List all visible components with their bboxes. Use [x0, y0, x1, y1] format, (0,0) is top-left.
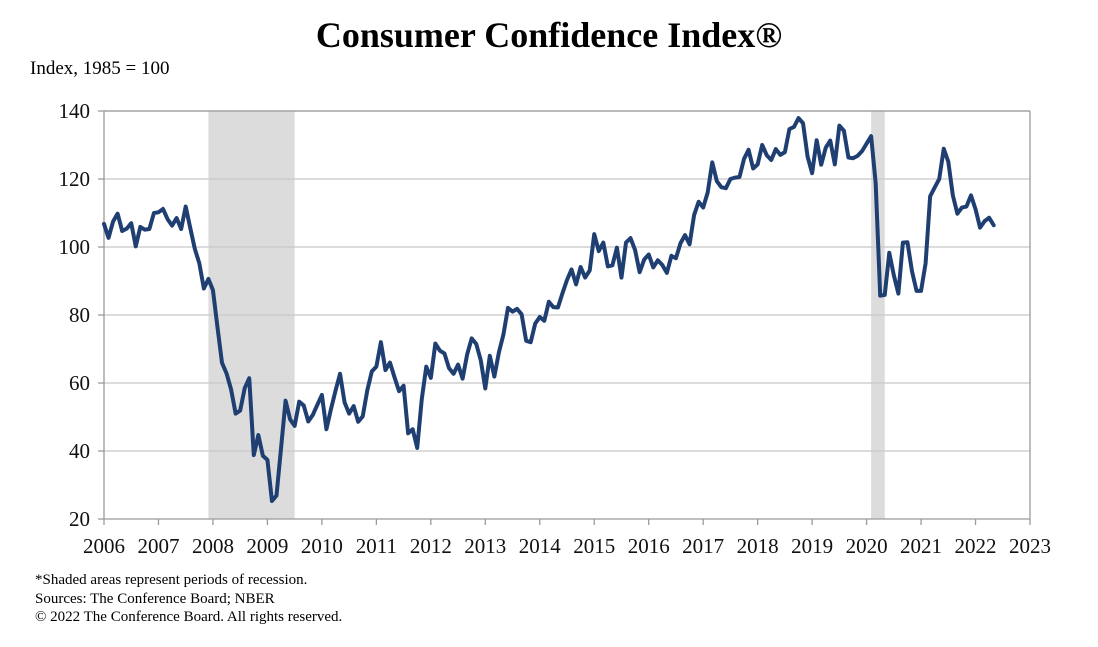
y-tick-label: 60	[69, 371, 90, 395]
chart-title: Consumer Confidence Index®	[315, 15, 783, 55]
x-tick-label: 2016	[628, 534, 670, 558]
x-tick-label: 2021	[900, 534, 942, 558]
footnote-sources: Sources: The Conference Board; NBER	[35, 590, 275, 607]
y-axis-label: Index, 1985 = 100	[30, 58, 170, 79]
x-tick-label: 2012	[410, 534, 452, 558]
series-group	[102, 116, 996, 503]
y-tick-label: 40	[69, 439, 90, 463]
x-tick-label: 2009	[246, 534, 288, 558]
x-tick-label: 2007	[137, 534, 179, 558]
y-tick-label: 120	[59, 167, 91, 191]
x-tick-label: 2013	[464, 534, 506, 558]
y-tick-label: 140	[59, 99, 91, 123]
y-tick-label: 20	[69, 507, 90, 531]
footnote-copyright: © 2022 The Conference Board. All rights …	[35, 609, 343, 625]
x-tick-label: 2018	[737, 534, 779, 558]
x-tick-label: 2019	[791, 534, 833, 558]
x-tick-label: 2010	[301, 534, 343, 558]
y-tick-label: 100	[59, 235, 91, 259]
x-tick-labels-group: 2006 2007 2008 2009 2010 2011 2012 2013 2014 2015…	[83, 534, 1051, 558]
x-tick-label: 2022	[955, 534, 997, 558]
x-tick-label: 2020	[846, 534, 888, 558]
x-tick-label: 2014	[519, 534, 562, 558]
y-tick-labels-group: 20 40 60 80 100 120 140	[59, 99, 91, 531]
x-tick-label: 2015	[573, 534, 615, 558]
x-tick-label: 2008	[192, 534, 234, 558]
x-tick-label: 2006	[83, 534, 125, 558]
x-tick-label: 2023	[1009, 534, 1051, 558]
axes-group	[98, 110, 1031, 525]
series-line-consumer-confidence	[102, 116, 996, 503]
footnotes: *Shaded areas represent periods of reces…	[35, 571, 342, 627]
footnote-recession: *Shaded areas represent periods of reces…	[35, 572, 308, 588]
x-tick-label: 2017	[682, 534, 724, 558]
y-tick-label: 80	[69, 303, 90, 327]
x-tick-label: 2011	[356, 534, 397, 558]
